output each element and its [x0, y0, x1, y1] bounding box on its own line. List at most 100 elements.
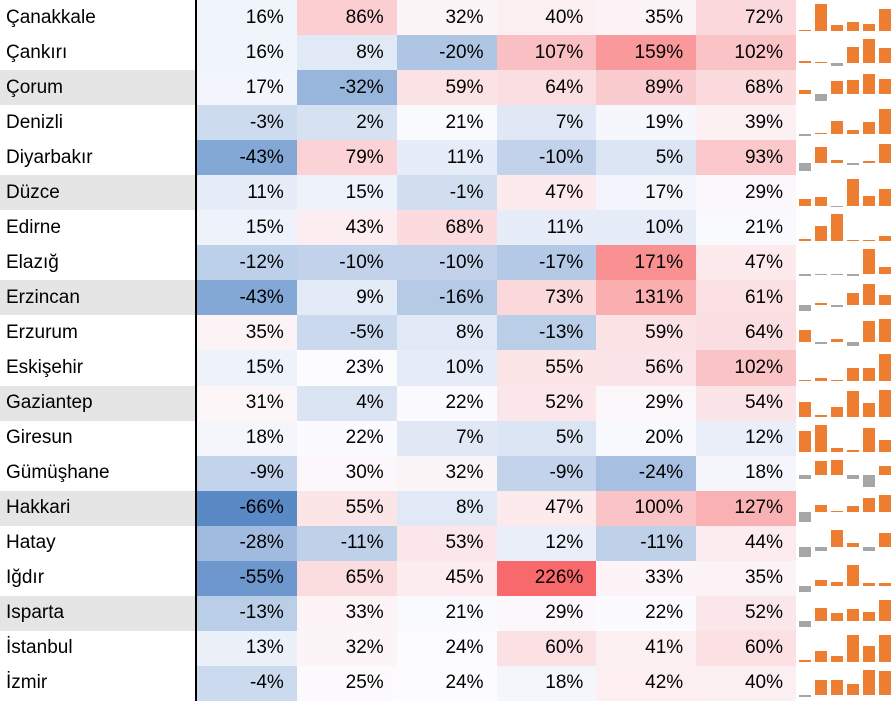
- value-cell[interactable]: 89%: [596, 70, 697, 106]
- value-cell[interactable]: 7%: [496, 105, 597, 141]
- value-cell[interactable]: 52%: [496, 385, 597, 421]
- value-cell[interactable]: 29%: [696, 175, 796, 211]
- value-cell[interactable]: -9%: [496, 455, 597, 491]
- city-label[interactable]: Hakkari: [0, 490, 195, 526]
- city-label[interactable]: Gümüşhane: [0, 455, 195, 491]
- value-cell[interactable]: -43%: [197, 280, 297, 316]
- sparkline[interactable]: [796, 70, 895, 106]
- city-label[interactable]: İstanbul: [0, 630, 195, 666]
- value-cell[interactable]: 16%: [197, 0, 297, 36]
- value-cell[interactable]: -10%: [496, 140, 597, 176]
- city-label[interactable]: Iğdır: [0, 560, 195, 596]
- value-cell[interactable]: 68%: [696, 70, 796, 106]
- value-cell[interactable]: 68%: [396, 210, 497, 246]
- value-cell[interactable]: 52%: [696, 595, 796, 631]
- value-cell[interactable]: 18%: [696, 455, 796, 491]
- value-cell[interactable]: -12%: [197, 245, 297, 281]
- value-cell[interactable]: 59%: [596, 315, 697, 351]
- value-cell[interactable]: -3%: [197, 105, 297, 141]
- sparkline[interactable]: [796, 490, 895, 526]
- value-cell[interactable]: -9%: [197, 455, 297, 491]
- value-cell[interactable]: -11%: [296, 525, 397, 561]
- value-cell[interactable]: 127%: [696, 490, 796, 526]
- value-cell[interactable]: 17%: [596, 175, 697, 211]
- value-cell[interactable]: 16%: [197, 35, 297, 71]
- value-cell[interactable]: 60%: [496, 630, 597, 666]
- value-cell[interactable]: 29%: [596, 385, 697, 421]
- value-cell[interactable]: 47%: [496, 175, 597, 211]
- sparkline[interactable]: [796, 280, 895, 316]
- city-label[interactable]: Giresun: [0, 420, 195, 456]
- city-label[interactable]: Denizli: [0, 105, 195, 141]
- value-cell[interactable]: 55%: [496, 350, 597, 386]
- city-label[interactable]: Diyarbakır: [0, 140, 195, 176]
- value-cell[interactable]: 53%: [396, 525, 497, 561]
- value-cell[interactable]: 32%: [296, 630, 397, 666]
- value-cell[interactable]: 5%: [596, 140, 697, 176]
- value-cell[interactable]: -5%: [296, 315, 397, 351]
- value-cell[interactable]: 7%: [396, 420, 497, 456]
- sparkline[interactable]: [796, 140, 895, 176]
- value-cell[interactable]: 42%: [596, 665, 697, 701]
- value-cell[interactable]: 24%: [396, 665, 497, 701]
- value-cell[interactable]: -17%: [496, 245, 597, 281]
- value-cell[interactable]: 72%: [696, 0, 796, 36]
- value-cell[interactable]: 2%: [296, 105, 397, 141]
- city-label[interactable]: Erzincan: [0, 280, 195, 316]
- value-cell[interactable]: 32%: [396, 0, 497, 36]
- value-cell[interactable]: -32%: [296, 70, 397, 106]
- city-label[interactable]: İzmir: [0, 665, 195, 701]
- city-label[interactable]: Düzce: [0, 175, 195, 211]
- city-label[interactable]: Edirne: [0, 210, 195, 246]
- value-cell[interactable]: 159%: [596, 35, 697, 71]
- value-cell[interactable]: 10%: [596, 210, 697, 246]
- value-cell[interactable]: 12%: [496, 525, 597, 561]
- sparkline[interactable]: [796, 0, 895, 36]
- city-label[interactable]: Hatay: [0, 525, 195, 561]
- sparkline[interactable]: [796, 105, 895, 141]
- sparkline[interactable]: [796, 455, 895, 491]
- value-cell[interactable]: 15%: [296, 175, 397, 211]
- value-cell[interactable]: 17%: [197, 70, 297, 106]
- value-cell[interactable]: -11%: [596, 525, 697, 561]
- value-cell[interactable]: 11%: [496, 210, 597, 246]
- value-cell[interactable]: 56%: [596, 350, 697, 386]
- value-cell[interactable]: 25%: [296, 665, 397, 701]
- value-cell[interactable]: -20%: [396, 35, 497, 71]
- city-label[interactable]: Gaziantep: [0, 385, 195, 421]
- value-cell[interactable]: -43%: [197, 140, 297, 176]
- value-cell[interactable]: 18%: [197, 420, 297, 456]
- value-cell[interactable]: 22%: [596, 595, 697, 631]
- value-cell[interactable]: 19%: [596, 105, 697, 141]
- value-cell[interactable]: 21%: [396, 595, 497, 631]
- value-cell[interactable]: 33%: [596, 560, 697, 596]
- value-cell[interactable]: 8%: [396, 315, 497, 351]
- value-cell[interactable]: 107%: [496, 35, 597, 71]
- value-cell[interactable]: 29%: [496, 595, 597, 631]
- value-cell[interactable]: 30%: [296, 455, 397, 491]
- value-cell[interactable]: 40%: [496, 0, 597, 36]
- value-cell[interactable]: 55%: [296, 490, 397, 526]
- value-cell[interactable]: 10%: [396, 350, 497, 386]
- value-cell[interactable]: 102%: [696, 35, 796, 71]
- value-cell[interactable]: -10%: [296, 245, 397, 281]
- value-cell[interactable]: 93%: [696, 140, 796, 176]
- city-label[interactable]: Çorum: [0, 70, 195, 106]
- value-cell[interactable]: -4%: [197, 665, 297, 701]
- value-cell[interactable]: 39%: [696, 105, 796, 141]
- sparkline[interactable]: [796, 420, 895, 456]
- value-cell[interactable]: -28%: [197, 525, 297, 561]
- sparkline[interactable]: [796, 210, 895, 246]
- value-cell[interactable]: 61%: [696, 280, 796, 316]
- value-cell[interactable]: 35%: [696, 560, 796, 596]
- value-cell[interactable]: 11%: [197, 175, 297, 211]
- value-cell[interactable]: 20%: [596, 420, 697, 456]
- value-cell[interactable]: 45%: [396, 560, 497, 596]
- value-cell[interactable]: -16%: [396, 280, 497, 316]
- value-cell[interactable]: 8%: [396, 490, 497, 526]
- value-cell[interactable]: -24%: [596, 455, 697, 491]
- value-cell[interactable]: 22%: [396, 385, 497, 421]
- value-cell[interactable]: 35%: [197, 315, 297, 351]
- value-cell[interactable]: 4%: [296, 385, 397, 421]
- sparkline[interactable]: [796, 245, 895, 281]
